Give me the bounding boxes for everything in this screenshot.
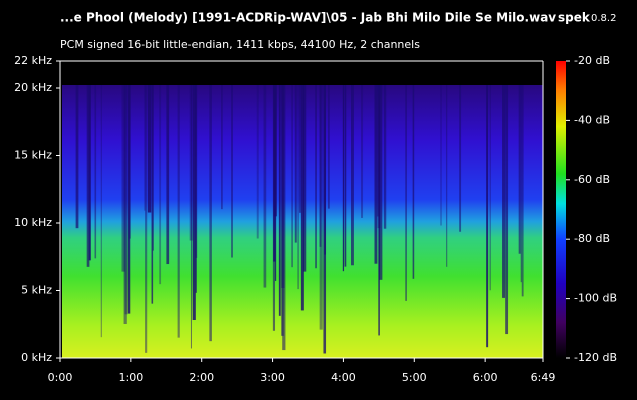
x-tick-label: 4:00	[331, 371, 356, 384]
streak	[299, 85, 301, 213]
streak	[151, 85, 154, 304]
app-version: 0.8.2	[591, 13, 616, 24]
y-tick-label: 0 kHz	[21, 351, 52, 364]
streak	[145, 85, 148, 353]
streak	[75, 85, 79, 229]
x-tick-label: 0:00	[48, 371, 73, 384]
y-tick-label: 22 kHz	[14, 54, 52, 67]
streak	[231, 85, 233, 258]
streak	[440, 85, 442, 226]
streak	[123, 85, 127, 324]
streak	[327, 85, 330, 209]
streak	[100, 85, 102, 338]
streak	[344, 85, 347, 267]
streak	[159, 85, 162, 285]
streak	[190, 85, 192, 349]
streak	[294, 85, 297, 243]
streak	[502, 85, 506, 298]
streak	[486, 85, 489, 348]
color-tick-label: -80 dB	[574, 232, 610, 245]
streak	[263, 85, 267, 288]
color-tick-label: -100 dB	[574, 292, 617, 305]
x-tick-label: 6:00	[473, 371, 498, 384]
streak	[521, 85, 524, 297]
streak	[342, 85, 345, 272]
streak	[319, 85, 322, 247]
streak	[86, 85, 90, 267]
streak	[489, 85, 491, 291]
streak	[351, 85, 354, 266]
x-tick-label: 5:00	[402, 371, 427, 384]
x-tick-label: 3:00	[260, 371, 285, 384]
streak	[144, 85, 146, 211]
streak	[88, 85, 91, 261]
streak	[459, 85, 462, 232]
streak	[147, 85, 152, 213]
streak	[121, 85, 125, 272]
streak	[177, 85, 180, 338]
streak	[361, 85, 364, 218]
file-title: ...e Phool (Melody) [1991-ACDRip-WAV]\05…	[60, 11, 556, 25]
color-tick-label: -40 dB	[574, 113, 610, 126]
streak	[291, 85, 293, 268]
color-tick-label: -20 dB	[574, 54, 610, 67]
streak	[209, 85, 212, 342]
streak	[383, 85, 387, 229]
streak	[152, 85, 154, 251]
streak	[323, 85, 327, 354]
app-name: spek	[558, 11, 591, 25]
streak	[124, 85, 128, 315]
color-tick-label: -60 dB	[574, 173, 610, 186]
streak	[281, 85, 285, 289]
subtitle: PCM signed 16-bit little-endian, 1411 kb…	[60, 38, 420, 51]
x-tick-label: 6:49	[531, 371, 556, 384]
x-tick-label: 2:00	[189, 371, 214, 384]
streak	[278, 85, 281, 316]
x-tick-label: 1:00	[119, 371, 144, 384]
streaks	[75, 85, 524, 354]
streak	[303, 85, 307, 272]
color-bar	[556, 61, 566, 358]
streak	[94, 85, 97, 259]
streak	[297, 85, 299, 290]
streak	[518, 85, 521, 254]
streak	[300, 85, 304, 311]
streak	[282, 85, 286, 351]
streak	[192, 85, 196, 320]
streak	[405, 85, 407, 301]
streak	[520, 85, 522, 283]
streak	[315, 85, 317, 269]
streak	[412, 85, 415, 279]
y-tick-label: 10 kHz	[14, 216, 52, 229]
streak	[374, 85, 378, 264]
streak	[221, 85, 223, 210]
streak	[376, 85, 380, 217]
y-tick-label: 5 kHz	[21, 284, 52, 297]
streak	[319, 85, 323, 330]
y-tick-label: 15 kHz	[14, 149, 52, 162]
streak	[256, 85, 259, 239]
y-tick-label: 20 kHz	[14, 81, 52, 94]
streak	[505, 85, 509, 335]
streak	[378, 85, 380, 336]
color-tick-label: -120 dB	[574, 351, 617, 364]
streak	[379, 85, 383, 280]
streak	[127, 85, 131, 314]
streak	[195, 85, 197, 293]
streak	[446, 85, 448, 267]
streak	[273, 85, 277, 217]
streak	[166, 85, 170, 265]
streak	[377, 85, 381, 229]
